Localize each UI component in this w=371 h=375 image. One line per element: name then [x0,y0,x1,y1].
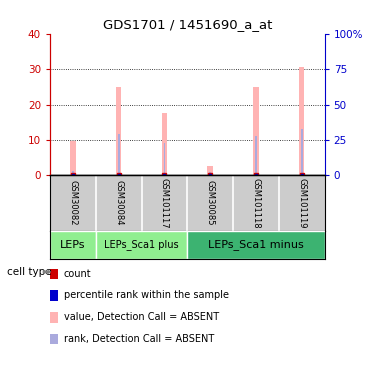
Bar [253,87,259,176]
Bar [96,231,187,259]
Bar [164,144,165,176]
Text: percentile rank within the sample: percentile rank within the sample [64,291,229,300]
Bar [207,166,213,176]
Bar [116,87,121,176]
Text: GSM30084: GSM30084 [114,180,123,226]
Text: GSM30082: GSM30082 [69,180,78,226]
Text: LEPs_Sca1 plus: LEPs_Sca1 plus [104,239,179,250]
Text: value, Detection Call = ABSENT: value, Detection Call = ABSENT [64,312,219,322]
Bar [187,231,325,259]
Text: GSM101119: GSM101119 [297,178,306,228]
Bar [301,129,303,176]
Text: count: count [64,269,91,279]
Text: rank, Detection Call = ABSENT: rank, Detection Call = ABSENT [64,334,214,344]
Bar [50,231,96,259]
Text: LEPs_Sca1 minus: LEPs_Sca1 minus [208,239,304,250]
Text: LEPs: LEPs [60,240,86,250]
Bar [70,141,76,176]
Bar [72,171,74,176]
Text: GSM30085: GSM30085 [206,180,215,226]
Bar [209,172,211,176]
Bar [299,68,305,176]
Bar [255,136,257,176]
Text: cell type: cell type [7,267,52,277]
Title: GDS1701 / 1451690_a_at: GDS1701 / 1451690_a_at [103,18,272,31]
Text: GSM101118: GSM101118 [252,178,260,228]
Bar [118,134,119,176]
Text: GSM101117: GSM101117 [160,178,169,228]
Bar [162,113,167,176]
